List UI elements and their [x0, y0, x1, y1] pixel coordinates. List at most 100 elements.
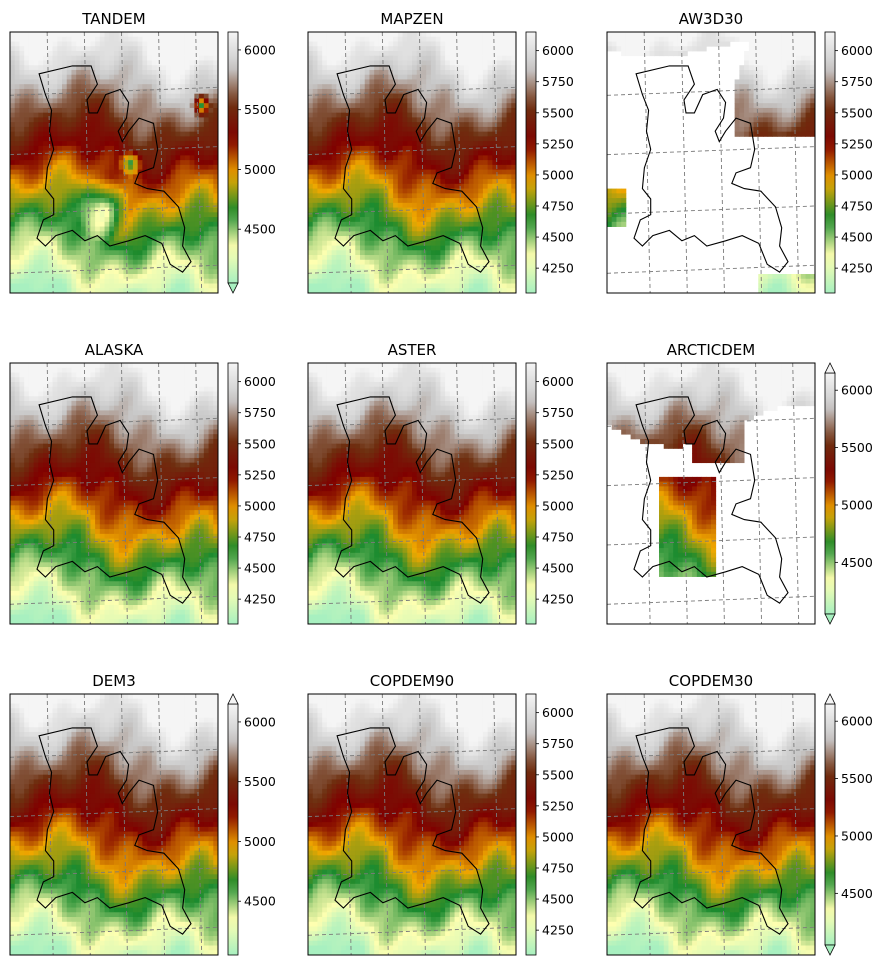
colorbar-tick-label: 4500: [244, 222, 276, 237]
basin-outline: [633, 396, 789, 604]
colorbar-tick-label: 4250: [841, 261, 873, 276]
colorbar-tick-label: 5250: [841, 136, 873, 151]
colorbar-tick-label: 6000: [841, 43, 873, 58]
colorbar-tick-label: 4500: [244, 561, 276, 576]
panel-copdem30: COPDEM30 4500 5000 5500 6000: [606, 672, 873, 956]
colorbar-tick-label: 4500: [841, 886, 873, 901]
panel-arcticdem: ARCTICDEM 4500 5000 5500 6000: [606, 341, 873, 625]
map-frame: [606, 31, 816, 294]
graticule: [307, 362, 517, 625]
colorbar-tick-label: 5000: [841, 497, 873, 512]
elevation-raster: [607, 694, 816, 956]
colorbar-tick-label: 6000: [542, 43, 574, 58]
colorbar-tick-label: 5000: [244, 834, 276, 849]
colorbar-tick-label: 5750: [244, 405, 276, 420]
map-frame: [9, 362, 219, 625]
colorbar-tick-label: 5250: [542, 467, 574, 482]
colorbar-tick-label: 5750: [542, 405, 574, 420]
basin-outline: [334, 727, 490, 935]
colorbar-tick-label: 5250: [542, 798, 574, 813]
colorbar-tick-label: 4500: [841, 230, 873, 245]
colorbar-tick-label: 4250: [542, 923, 574, 938]
colorbar-tick-label: 4500: [542, 230, 574, 245]
panel-title: AW3D30: [679, 10, 743, 28]
colorbar-tick-label: 5500: [542, 436, 574, 451]
colorbar: 4250 4500 4750 5000 5250 5500 5750 6000: [227, 362, 276, 625]
basin-outline: [633, 727, 789, 935]
colorbar-tick-label: 4500: [542, 892, 574, 907]
colorbar-tick-label: 4500: [542, 561, 574, 576]
colorbar-tick-label: 4250: [542, 261, 574, 276]
colorbar-tick-label: 5500: [542, 767, 574, 782]
map-frame: [9, 693, 219, 956]
colorbar: 4250 4500 4750 5000 5250 5500 5750 6000: [824, 31, 873, 294]
basin-outline: [36, 727, 192, 935]
panel-copdem90: COPDEM90 4250 4500 4750 5000 5250 5500 5750 6000: [307, 672, 574, 956]
panel-aster: ASTER 4250 4500 4750 5000 5250 5500 5750 6000: [307, 341, 574, 625]
panel-alaska: ALASKA 4250 4500 4750 5000 5250 5500 5750 6000: [9, 341, 276, 625]
basin-outline: [334, 65, 490, 273]
colorbar-tick-label: 5250: [542, 136, 574, 151]
panel-aw3d30: AW3D30 4250 4500 4750 5000 5250 5500 5750 6000: [606, 10, 873, 294]
colorbar-tick-label: 6000: [841, 714, 873, 729]
colorbar-tick-label: 5750: [542, 736, 574, 751]
colorbar-tick-label: 5500: [542, 105, 574, 120]
colorbar-tick-label: 5000: [244, 498, 276, 513]
elevation-raster: [10, 32, 219, 294]
map-frame: [307, 31, 517, 294]
elevation-raster: [10, 363, 219, 625]
colorbar: 4500 5000 5500 6000: [824, 693, 873, 956]
basin-outline: [36, 396, 192, 604]
map-frame: [307, 693, 517, 956]
colorbar-tick-label: 5500: [841, 771, 873, 786]
colorbar-tick-label: 5250: [244, 467, 276, 482]
colorbar: 4250 4500 4750 5000 5250 5500 5750 6000: [525, 693, 574, 956]
colorbar-tick-label: 5500: [244, 102, 276, 117]
map-frame: [606, 362, 816, 625]
colorbar-tick-label: 6000: [542, 705, 574, 720]
colorbar-tick-label: 4500: [244, 894, 276, 909]
panel-title: TANDEM: [81, 10, 145, 28]
map-frame: [9, 31, 219, 294]
panel-title: ALASKA: [85, 341, 144, 359]
elevation-raster: [308, 363, 517, 625]
colorbar-tick-label: 4750: [542, 530, 574, 545]
colorbar-tick-label: 5750: [542, 74, 574, 89]
colorbar-tick-label: 6000: [244, 714, 276, 729]
colorbar-tick-label: 6000: [841, 383, 873, 398]
colorbar: 4500 5000 5500 6000: [227, 693, 276, 956]
colorbar-tick-label: 4750: [244, 530, 276, 545]
graticule: [606, 362, 816, 625]
graticule: [307, 31, 517, 294]
colorbar-tick-label: 5000: [841, 828, 873, 843]
colorbar-tick-label: 5000: [841, 167, 873, 182]
colorbar-tick-label: 4750: [542, 861, 574, 876]
panel-mapzen: MAPZEN 4250 4500 4750 5000 5250 5500 5750 6000: [307, 10, 574, 294]
colorbar: 4250 4500 4750 5000 5250 5500 5750 6000: [525, 362, 574, 625]
colorbar-tick-label: 6000: [244, 42, 276, 57]
colorbar-tick-label: 5500: [244, 436, 276, 451]
basin-outline: [334, 396, 490, 604]
colorbar-tick-label: 6000: [542, 374, 574, 389]
colorbar-tick-label: 5000: [542, 829, 574, 844]
colorbar: 4500 5000 5500 6000: [824, 362, 873, 625]
graticule: [9, 31, 219, 294]
elevation-raster: [308, 694, 517, 956]
colorbar-tick-label: 6000: [244, 374, 276, 389]
colorbar-tick-label: 5500: [841, 440, 873, 455]
colorbar-tick-label: 5000: [244, 162, 276, 177]
elevation-raster: [607, 363, 816, 577]
panel-tandem: TANDEM 4500 5000 5500 6000: [9, 10, 276, 294]
colorbar-tick-label: 5750: [841, 74, 873, 89]
basin-outline: [633, 65, 789, 273]
panel-dem3: DEM3 4500 5000 5500 6000: [9, 672, 276, 956]
elevation-raster: [308, 32, 517, 294]
colorbar: 4250 4500 4750 5000 5250 5500 5750 6000: [525, 31, 574, 294]
colorbar-tick-label: 4750: [542, 199, 574, 214]
graticule: [307, 693, 517, 956]
basin-outline: [36, 65, 192, 273]
colorbar-tick-label: 5500: [841, 105, 873, 120]
panel-title: ARCTICDEM: [667, 341, 755, 359]
panel-title: COPDEM90: [370, 672, 454, 690]
